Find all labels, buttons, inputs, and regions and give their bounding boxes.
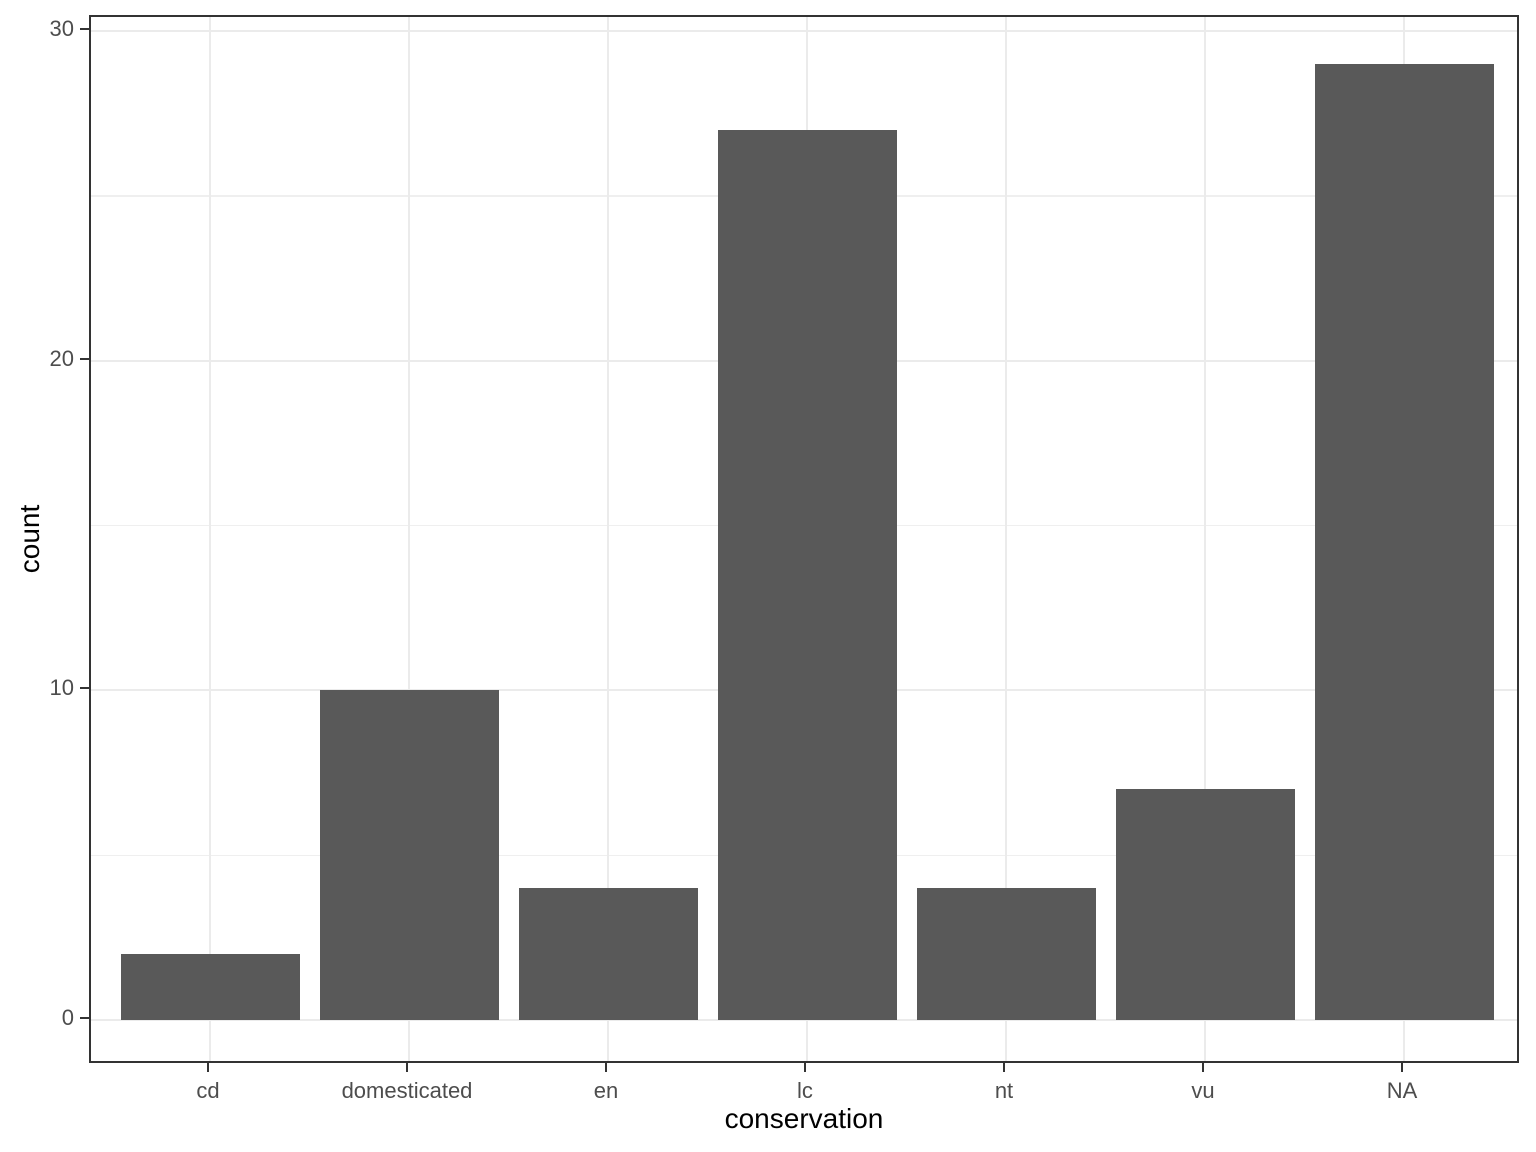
x-tick-label: nt <box>994 1078 1014 1103</box>
bar-en <box>518 888 698 1020</box>
bar-domesticated <box>319 690 499 1020</box>
x-axis-tick <box>1401 1063 1403 1072</box>
x-axis-tick <box>605 1063 607 1072</box>
x-tick-label: lc <box>797 1078 813 1103</box>
y-axis-tick <box>80 27 89 30</box>
x-axis-tick <box>406 1063 408 1072</box>
major-gridline-vertical <box>1204 17 1206 1061</box>
x-axis-tick <box>804 1063 806 1072</box>
y-tick-label: 30 <box>49 15 74 41</box>
major-gridline-vertical <box>1005 17 1007 1061</box>
y-tick-label: 10 <box>49 675 74 701</box>
plot-panel <box>89 15 1519 1063</box>
bar-lc <box>717 129 897 1020</box>
x-tick-label: cd <box>196 1078 220 1103</box>
major-gridline-vertical <box>408 17 410 1061</box>
x-axis-tick <box>1202 1063 1204 1072</box>
y-tick-label: 0 <box>61 1005 74 1030</box>
x-axis-tick <box>1003 1063 1005 1072</box>
bar-cd <box>120 954 300 1020</box>
x-tick-label: NA <box>1386 1078 1418 1103</box>
y-tick-label: 20 <box>49 345 74 371</box>
major-gridline-vertical <box>209 17 211 1061</box>
x-tick-label: domesticated <box>341 1078 473 1103</box>
bar-vu <box>1115 789 1295 1020</box>
major-gridline <box>91 29 1517 32</box>
y-axis-title: count <box>14 504 45 574</box>
x-axis-tick <box>207 1063 209 1072</box>
x-tick-label: vu <box>1191 1078 1215 1103</box>
y-axis-tick <box>80 1017 89 1019</box>
y-axis-tick <box>80 687 89 690</box>
major-gridline-vertical <box>607 17 609 1061</box>
y-axis-tick <box>80 357 89 360</box>
x-axis-title: conservation <box>724 1103 884 1134</box>
x-tick-label: en <box>593 1078 619 1103</box>
bar-NA <box>1314 63 1494 1020</box>
bar-nt <box>916 888 1096 1020</box>
major-gridline <box>91 1019 1517 1021</box>
